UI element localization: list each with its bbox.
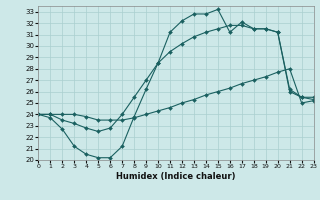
X-axis label: Humidex (Indice chaleur): Humidex (Indice chaleur) [116,172,236,181]
